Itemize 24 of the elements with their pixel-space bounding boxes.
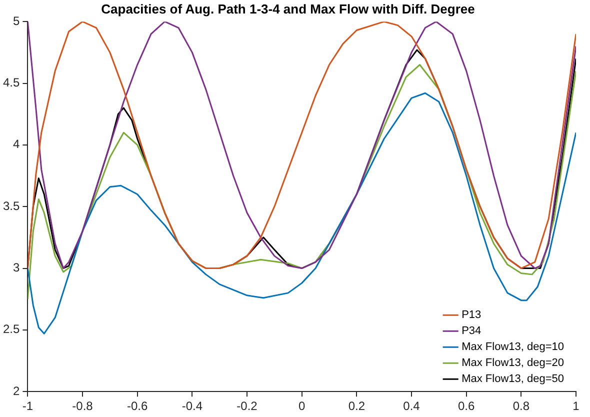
x-tick-label: -1 [22, 399, 34, 414]
x-tick-label: -0.8 [72, 399, 94, 414]
x-tick-label: 0 [298, 399, 306, 414]
x-tick-label: 1 [572, 399, 580, 414]
legend-label: P13 [462, 309, 482, 322]
x-tick-label: 0.4 [403, 399, 420, 414]
x-tick-label: 0.8 [512, 399, 530, 414]
legend-label: Max Flow13, deg=50 [462, 373, 564, 386]
y-tick-label: 4.5 [2, 76, 20, 90]
legend-label: Max Flow13, deg=20 [462, 357, 564, 370]
y-tick-label: 2.5 [2, 322, 20, 336]
x-tick-label: -0.4 [182, 399, 203, 414]
x-tick-label: 0.2 [348, 399, 366, 414]
chart-title: Capacities of Aug. Path 1-3-4 and Max Flow with Diff. Degree [101, 1, 475, 16]
x-tick-label: -0.2 [236, 399, 258, 414]
legend-label: Max Flow13, deg=10 [462, 341, 564, 354]
x-tick-label: -0.6 [127, 399, 148, 414]
y-tick-label: 4 [12, 137, 20, 152]
y-tick-label: 2 [12, 384, 20, 398]
y-tick-label: 3.5 [2, 198, 20, 213]
y-tick-label: 5 [12, 14, 20, 28]
legend-label: P34 [462, 325, 482, 338]
x-tick-label: 0.6 [458, 399, 475, 414]
y-tick-label: 3 [12, 260, 20, 275]
